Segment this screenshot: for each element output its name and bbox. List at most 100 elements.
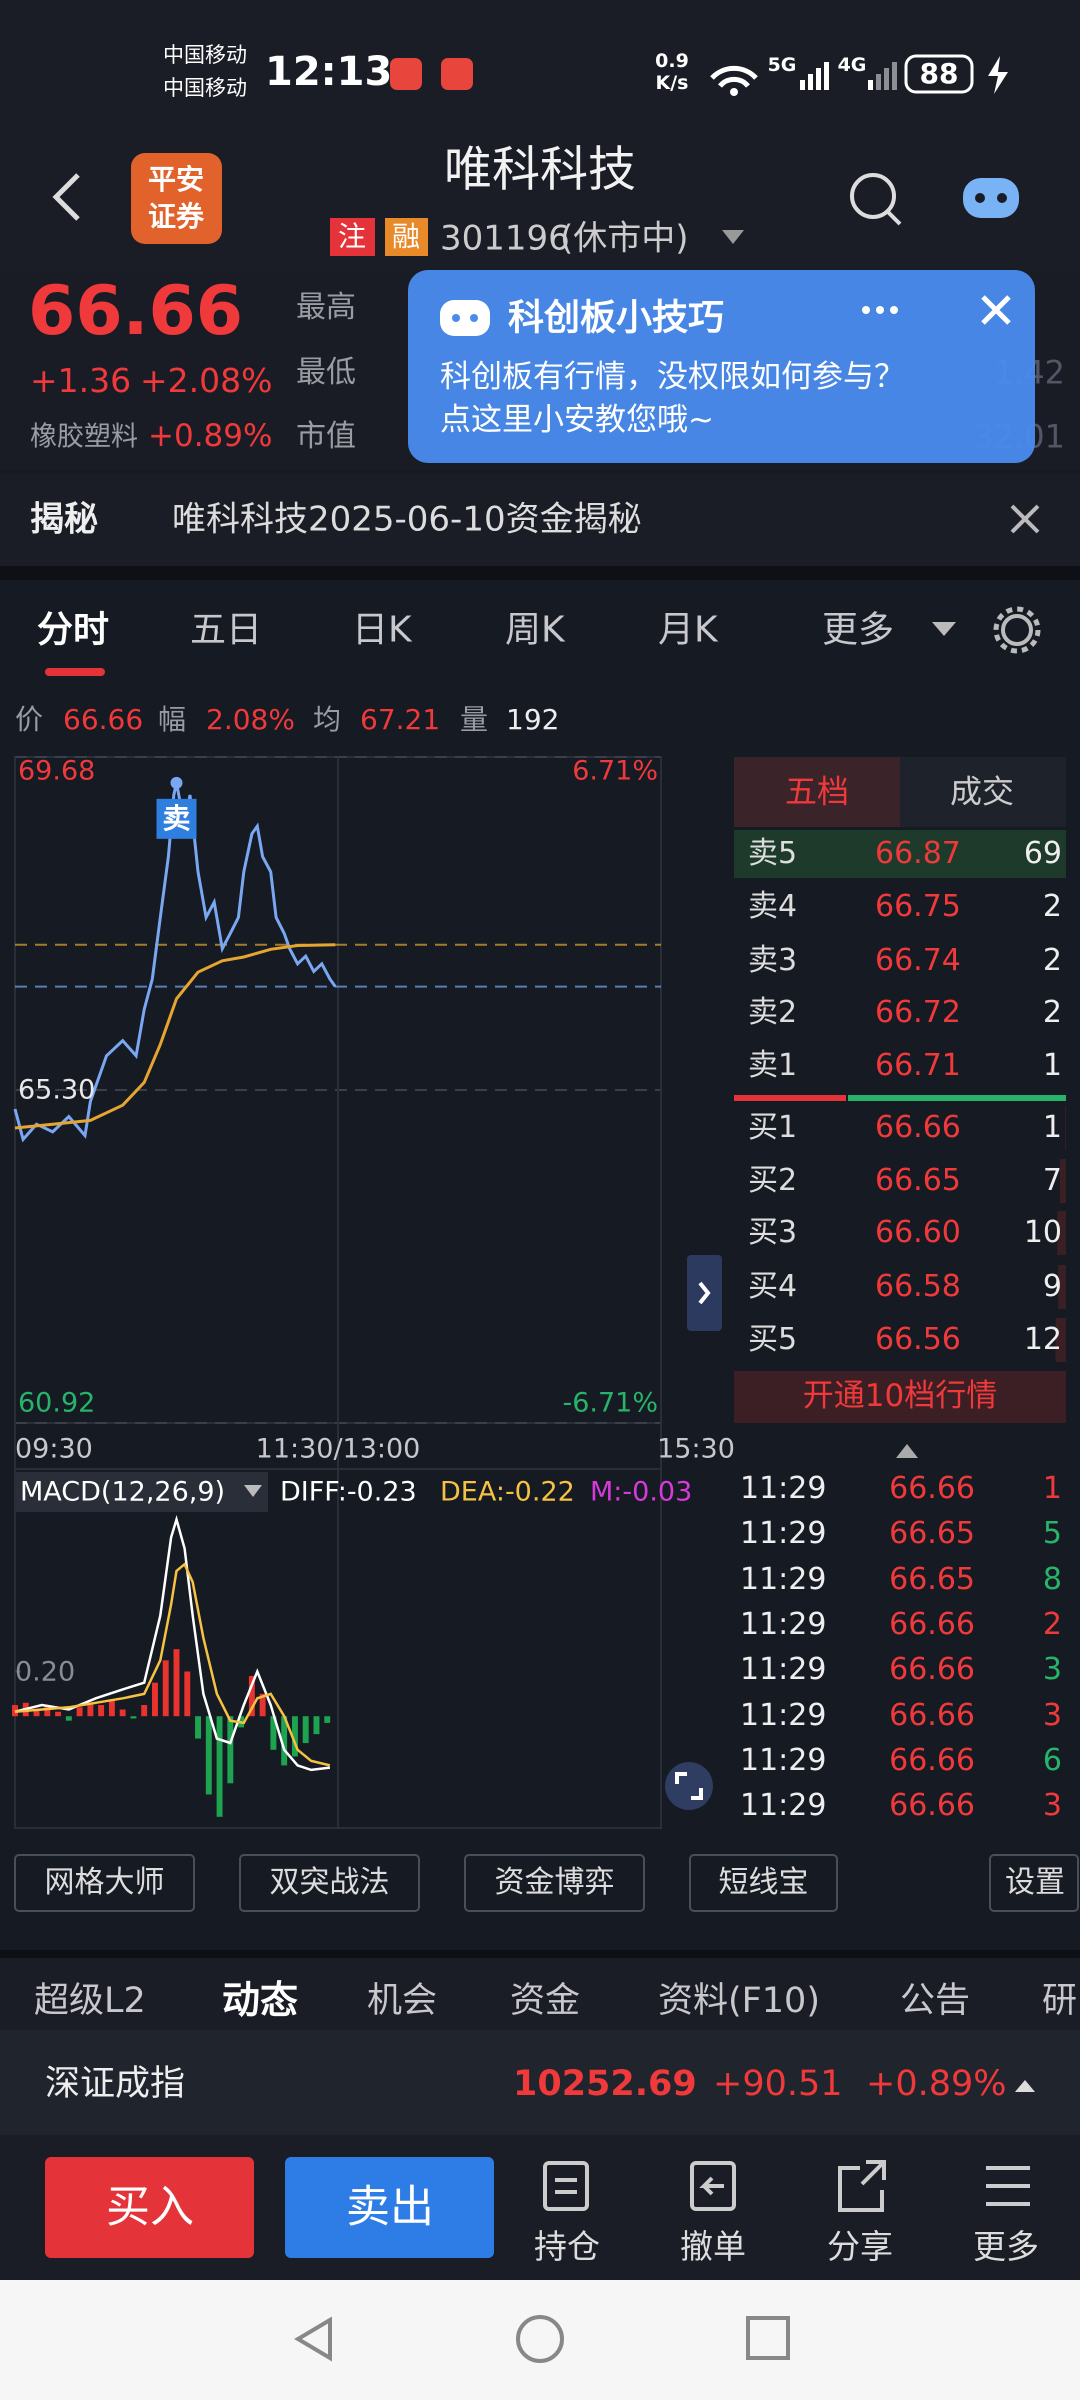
volume-bar	[1057, 1211, 1066, 1255]
trade-price: 66.66	[889, 1697, 975, 1733]
expand-button[interactable]	[687, 1255, 722, 1331]
macd-bar	[227, 1716, 234, 1784]
book-label: 卖1	[748, 1047, 798, 1083]
chart-tab[interactable]: 月K	[658, 609, 718, 651]
upgrade-bg[interactable]	[734, 1371, 1066, 1423]
macd-bar	[65, 1716, 72, 1721]
tool-button[interactable]: 双突战法	[269, 1864, 390, 1900]
popup-close[interactable]	[981, 295, 1011, 325]
volume-bar	[1055, 1318, 1066, 1362]
dropdown-icon[interactable]	[722, 230, 744, 244]
tool-button[interactable]: 短线宝	[718, 1864, 809, 1900]
info-tab[interactable]: 超级L2	[34, 1980, 146, 2021]
chart-tab[interactable]: 日K	[352, 609, 412, 651]
info-tab[interactable]: 研	[1042, 1980, 1078, 2021]
annotation-dot	[170, 776, 183, 789]
x-tick-label: 09:30	[15, 1433, 93, 1465]
banner-close[interactable]	[1010, 504, 1040, 534]
info-tab[interactable]: 公告	[900, 1980, 971, 2021]
macd-bar	[55, 1711, 62, 1717]
action-label[interactable]: 更多	[973, 2227, 1039, 2267]
assistant-icon[interactable]	[963, 178, 1019, 218]
net-speed: 0.9	[655, 50, 689, 73]
banner-label: 揭秘	[30, 499, 98, 540]
trade-volume: 3	[1042, 1697, 1062, 1733]
tab-bg	[900, 757, 1066, 827]
network-type: 5G	[767, 54, 797, 77]
chart-tab[interactable]: 更多	[822, 609, 895, 651]
buy-label[interactable]: 买入	[106, 2181, 194, 2233]
index-pct: +0.89%	[866, 2063, 1007, 2104]
book-volume: 12	[1023, 1321, 1062, 1357]
nav-recent[interactable]	[746, 2316, 790, 2360]
network-type: 4G	[837, 54, 867, 77]
popup[interactable]	[408, 270, 1035, 463]
trade-time: 11:29	[740, 1697, 827, 1733]
gap	[0, 566, 1080, 580]
popup-text[interactable]: 科创板有行情，没权限如何参与？	[440, 359, 905, 396]
buy-button[interactable]	[45, 2157, 254, 2258]
average-line	[14, 943, 336, 1130]
annotation: 卖	[162, 801, 191, 835]
book-tab[interactable]: 五档	[784, 772, 850, 811]
macd-bar	[270, 1716, 277, 1750]
info-avg: 67.21	[360, 702, 441, 736]
action-label[interactable]: 持仓	[534, 2227, 600, 2267]
trade-time: 11:29	[740, 1651, 827, 1687]
info-tab[interactable]: 资金	[510, 1980, 581, 2021]
annotation-box	[156, 798, 197, 839]
indicator-name[interactable]: MACD(12,26,9)	[20, 1476, 226, 1508]
info-price: 66.66	[63, 702, 144, 736]
back-icon[interactable]	[52, 173, 80, 221]
info-tab[interactable]: 机会	[367, 1980, 438, 2021]
tab-active-bg	[734, 757, 900, 827]
action-label[interactable]: 分享	[827, 2227, 893, 2267]
tool-button[interactable]: 网格大师	[44, 1864, 165, 1900]
popup-title[interactable]: 科创板小技巧	[508, 297, 725, 339]
upgrade-link[interactable]: 开通10档行情	[802, 1378, 998, 1415]
book-label: 买2	[748, 1162, 798, 1198]
tool-button[interactable]: 设置	[1005, 1864, 1065, 1900]
banner-text[interactable]: 唯科科技2025-06-10资金揭秘	[172, 499, 642, 540]
macd-bar	[216, 1716, 223, 1817]
book-label: 买1	[748, 1109, 798, 1145]
chart-tab[interactable]: 五日	[190, 609, 263, 651]
book-price: 66.65	[875, 1162, 961, 1198]
book-tab[interactable]: 成交	[949, 772, 1015, 811]
popup-menu[interactable]	[862, 306, 898, 314]
nav-home[interactable]	[516, 2315, 564, 2363]
fullscreen-button[interactable]	[665, 1762, 713, 1810]
search-icon	[886, 210, 902, 226]
info-tab[interactable]: 资料(F10)	[658, 1980, 820, 2021]
dropdown-icon[interactable]	[932, 622, 956, 636]
action-label[interactable]: 撤单	[680, 2227, 746, 2267]
expand-icon[interactable]	[1015, 2080, 1035, 2092]
chart-tab[interactable]: 周K	[505, 609, 565, 651]
net-speed-unit: K/s	[655, 72, 689, 95]
expand-icon	[698, 1281, 711, 1305]
info-tab[interactable]: 动态	[222, 1978, 299, 2023]
tool-button[interactable]: 资金博弈	[494, 1864, 615, 1900]
tag: 融	[391, 219, 421, 253]
macd-bar	[313, 1716, 320, 1735]
volume-bar	[1065, 1106, 1066, 1150]
book-volume: 1	[1042, 1109, 1062, 1145]
settings-icon[interactable]	[1001, 614, 1033, 646]
macd-bar	[141, 1705, 148, 1717]
macd-bar	[324, 1716, 331, 1723]
nav-back[interactable]	[294, 2316, 332, 2362]
indicator-box[interactable]	[15, 1472, 268, 1512]
info-vol-label: 量	[460, 702, 489, 736]
sell-button[interactable]	[285, 2157, 494, 2258]
collapse-icon[interactable]	[896, 1444, 918, 1458]
book-label: 买3	[748, 1214, 798, 1250]
popup-text[interactable]: 点这里小安教您哦~	[440, 402, 714, 439]
tool-button-frame	[464, 1854, 645, 1912]
chart-tab[interactable]: 分时	[37, 609, 110, 651]
sell-label[interactable]: 卖出	[346, 2181, 434, 2233]
search-icon[interactable]	[850, 173, 896, 219]
macd-bar	[205, 1716, 212, 1795]
trade-time: 11:29	[740, 1516, 827, 1552]
macd-bar	[281, 1716, 288, 1766]
trade-price: 66.65	[889, 1516, 975, 1552]
